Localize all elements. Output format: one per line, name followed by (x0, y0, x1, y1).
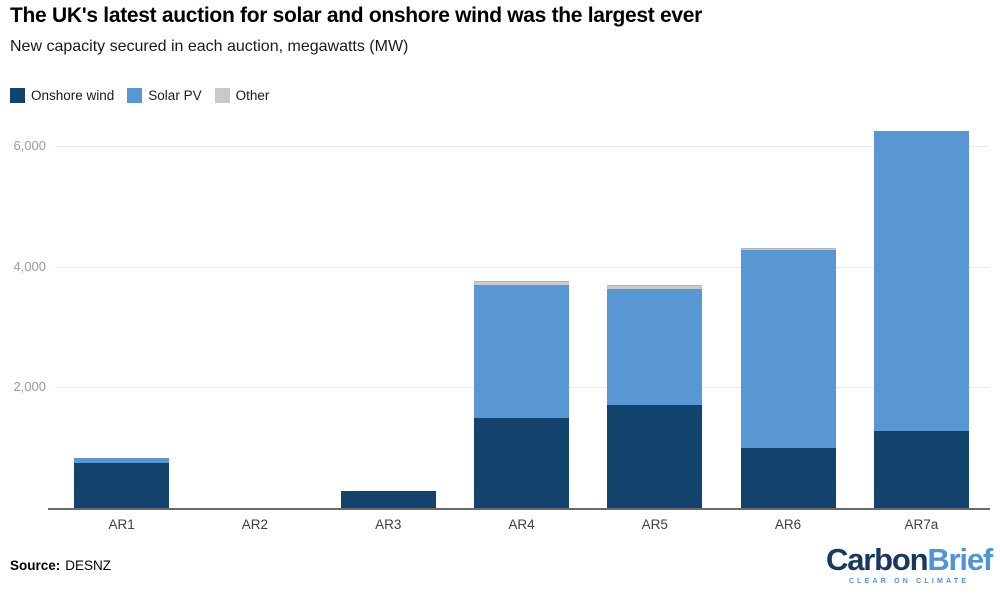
bar-segment-onshore-wind-ar3 (340, 491, 436, 508)
legend-item-onshore-wind: Onshore wind (10, 88, 114, 103)
bar-segment-onshore-wind-ar7a (873, 431, 969, 508)
logo-wordmark: CarbonBrief (826, 542, 993, 577)
carbonbrief-logo: CarbonBrief CLEAR ON CLIMATE (826, 542, 993, 585)
x-axis-label-ar2: AR2 (241, 517, 269, 532)
x-axis-label-ar5: AR5 (641, 517, 668, 532)
logo-carbon-text: Carbon (826, 542, 929, 577)
source-label: Source: (10, 558, 61, 573)
x-axis-line (48, 508, 990, 510)
logo-tagline: CLEAR ON CLIMATE (848, 578, 970, 585)
bar-segment-onshore-wind-ar5 (607, 405, 703, 508)
y-axis-tick-label: 6,000 (13, 138, 46, 153)
legend-item-solar-pv: Solar PV (127, 88, 202, 103)
y-axis-tick-label: 2,000 (13, 379, 46, 395)
x-axis-label-ar3: AR3 (375, 517, 402, 532)
logo-brief-text: Brief (927, 542, 993, 577)
legend-swatch-icon (214, 88, 230, 103)
chart-title: The UK's latest auction for solar and on… (10, 4, 703, 27)
y-axis-tick-label: 4,000 (13, 258, 46, 274)
chart-legend: Onshore wind Solar PV Other (10, 88, 269, 103)
source-note: Source: DESNZ (10, 558, 111, 573)
bar-segment-solar-pv-ar1 (74, 458, 170, 463)
bar-segment-other-ar6 (740, 247, 836, 250)
bar-segment-onshore-wind-ar6 (740, 448, 836, 508)
legend-swatch-icon (127, 88, 143, 103)
bar-segment-solar-pv-ar6 (740, 249, 836, 449)
bar-segment-solar-pv-ar7a (873, 130, 969, 432)
legend-label: Onshore wind (31, 88, 115, 103)
bar-segment-onshore-wind-ar4 (474, 418, 569, 508)
legend-swatch-icon (10, 88, 25, 103)
x-axis-label-ar1: AR1 (108, 517, 135, 532)
bar-segment-other-ar5 (607, 284, 703, 289)
bar-segment-onshore-wind-ar1 (74, 462, 170, 508)
gridline (55, 146, 988, 147)
chart-subtitle: New capacity secured in each auction, me… (10, 38, 409, 55)
bar-segment-solar-pv-ar4 (474, 284, 569, 419)
legend-label: Solar PV (148, 88, 202, 103)
x-axis-label-ar7a: AR7a (904, 517, 939, 532)
source-value: DESNZ (65, 558, 112, 573)
legend-item-other: Other (214, 88, 270, 103)
gridline (55, 266, 988, 268)
bar-segment-solar-pv-ar5 (607, 288, 703, 406)
x-axis-label-ar4: AR4 (508, 517, 535, 532)
bar-segment-other-ar4 (474, 280, 569, 285)
legend-label: Other (235, 88, 270, 103)
x-axis-label-ar6: AR6 (774, 517, 802, 532)
